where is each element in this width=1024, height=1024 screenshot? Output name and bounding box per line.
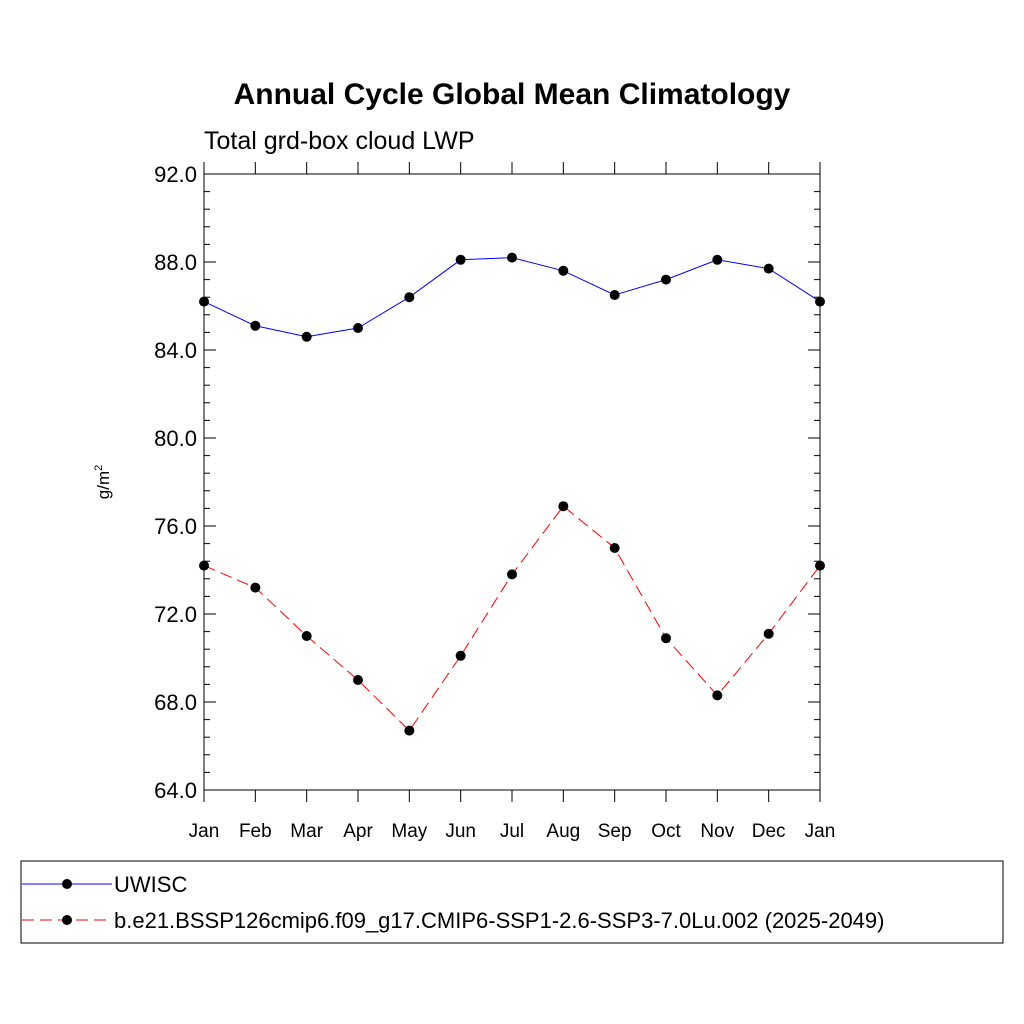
series-0-marker (609, 290, 620, 300)
y-tick-label: 72.0 (154, 602, 197, 627)
y-tick-label: 68.0 (154, 690, 197, 715)
series-0-marker (199, 296, 209, 307)
series-1-marker (404, 725, 415, 736)
x-tick-label: Nov (700, 821, 734, 842)
x-tick-label: Mar (290, 821, 323, 842)
x-tick-label: May (391, 821, 427, 842)
series-0-marker (558, 265, 569, 276)
chart-subtitle: Total grd-box cloud LWP (204, 127, 475, 155)
x-tick-label: Feb (239, 821, 272, 842)
x-tick-label: Jan (189, 821, 220, 842)
series-1-marker (507, 569, 517, 580)
y-tick-label: 84.0 (154, 338, 197, 363)
y-tick-label: 88.0 (154, 250, 197, 275)
x-tick-label: Apr (343, 821, 373, 842)
series-0-marker (661, 274, 671, 285)
series-0-marker (815, 296, 825, 307)
series-0-marker (250, 320, 261, 331)
series-1-marker (250, 582, 261, 593)
series-1-marker (558, 501, 569, 512)
series-1-marker (763, 628, 774, 639)
x-tick-label: Aug (546, 821, 580, 842)
x-tick-label: Jun (445, 821, 476, 842)
chart-title: Annual Cycle Global Mean Climatology (234, 78, 791, 111)
y-axis-label-base: g/m (94, 471, 113, 499)
axes-group: 64.0 68.0 72.0 76.0 80.0 84.0 88.0 92.0 Jan Feb Ma… (154, 162, 835, 842)
legend-marker-0 (62, 879, 72, 889)
series-1-marker (301, 631, 312, 641)
legend-label-0: UWISC (114, 872, 187, 897)
series-0-marker (353, 323, 363, 333)
y-axis-label: g/m2 (93, 465, 113, 499)
series-0-marker (763, 263, 774, 274)
x-tick-label: Oct (651, 821, 681, 842)
legend-box (20, 860, 1004, 944)
series-group (199, 252, 825, 736)
series-0-marker (712, 254, 723, 265)
series-0-marker (455, 254, 466, 265)
y-tick-label: 76.0 (154, 514, 197, 539)
series-0-marker (507, 252, 517, 263)
series-1-marker (661, 633, 671, 644)
x-tick-label: Dec (752, 821, 786, 842)
x-tick-label: Jul (500, 821, 524, 842)
series-1-marker (815, 560, 825, 571)
y-tick-label: 64.0 (154, 778, 197, 803)
y-axis-label-superscript: 2 (93, 465, 105, 471)
series-0-marker (404, 292, 415, 303)
series-1-marker (199, 560, 209, 571)
svg-text:g/m2: g/m2 (93, 465, 113, 499)
y-tick-label: 80.0 (154, 426, 197, 451)
series-1-marker (353, 675, 363, 685)
series-line-0 (203, 257, 821, 338)
x-tick-label: Sep (598, 821, 632, 842)
legend-marker-1 (62, 915, 72, 925)
y-tick-label: 92.0 (154, 162, 197, 187)
series-0-marker (301, 331, 312, 342)
series-1-marker (609, 543, 620, 553)
plot-frame (203, 173, 821, 791)
legend-label-1: b.e21.BSSP126cmip6.f09_g17.CMIP6-SSP1-2.… (114, 908, 884, 933)
series-1-marker (455, 650, 466, 661)
x-tick-label: Jan (805, 821, 836, 842)
series-1-marker (712, 690, 723, 701)
legend-group: UWISC b.e21.BSSP126cmip6.f09_g17.CMIP6-SS… (22, 872, 884, 933)
series-line-1 (203, 505, 821, 732)
